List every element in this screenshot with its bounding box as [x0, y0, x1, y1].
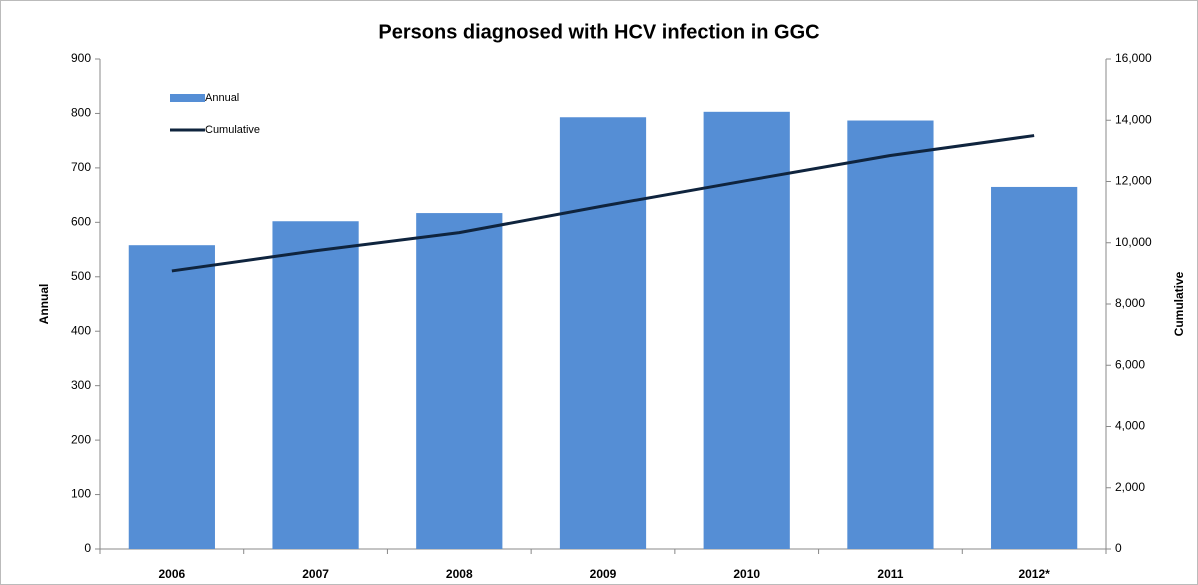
- chart-title: Persons diagnosed with HCV infection in …: [378, 21, 819, 43]
- y-tick-label: 500: [71, 269, 91, 283]
- y-tick-label: 0: [84, 541, 91, 555]
- y2-tick-label: 12,000: [1115, 174, 1152, 188]
- y2-tick-label: 8,000: [1115, 296, 1145, 310]
- y-tick-label: 900: [71, 51, 91, 65]
- y2-tick-label: 0: [1115, 541, 1122, 555]
- y2-tick-label: 10,000: [1115, 235, 1152, 249]
- legend-label: Cumulative: [205, 124, 260, 136]
- legend-label: Annual: [205, 92, 239, 104]
- y-tick-label: 800: [71, 106, 91, 120]
- y2-axis-title: Cumulative: [1172, 271, 1186, 336]
- x-tick-label: 2011: [877, 567, 903, 581]
- y-axis-title: Annual: [37, 284, 51, 325]
- bar: [272, 221, 359, 549]
- x-tick-label: 2007: [302, 567, 329, 581]
- y-tick-label: 300: [71, 378, 91, 392]
- y-tick-label: 700: [71, 160, 91, 174]
- y2-tick-label: 2,000: [1115, 480, 1145, 494]
- y-tick-label: 200: [71, 432, 91, 446]
- x-tick-label: 2009: [590, 567, 617, 581]
- y-tick-label: 600: [71, 215, 91, 229]
- line: [171, 134, 1035, 273]
- legend-swatch: [170, 94, 205, 102]
- x-tick-label: 2006: [159, 567, 186, 581]
- bar: [991, 186, 1078, 549]
- x-tick-label: 2012*: [1018, 567, 1050, 581]
- y-tick-label: 100: [71, 487, 91, 501]
- bar: [559, 117, 647, 549]
- bar: [128, 245, 215, 549]
- bar: [416, 213, 503, 550]
- y-tick-label: 400: [71, 323, 91, 337]
- bar: [847, 120, 934, 550]
- bar: [703, 111, 790, 550]
- y2-tick-label: 4,000: [1115, 419, 1145, 433]
- y2-tick-label: 16,000: [1115, 51, 1152, 65]
- y2-tick-label: 6,000: [1115, 357, 1145, 371]
- y2-tick-label: 14,000: [1115, 112, 1152, 126]
- x-tick-label: 2008: [446, 567, 473, 581]
- x-tick-label: 2010: [733, 567, 760, 581]
